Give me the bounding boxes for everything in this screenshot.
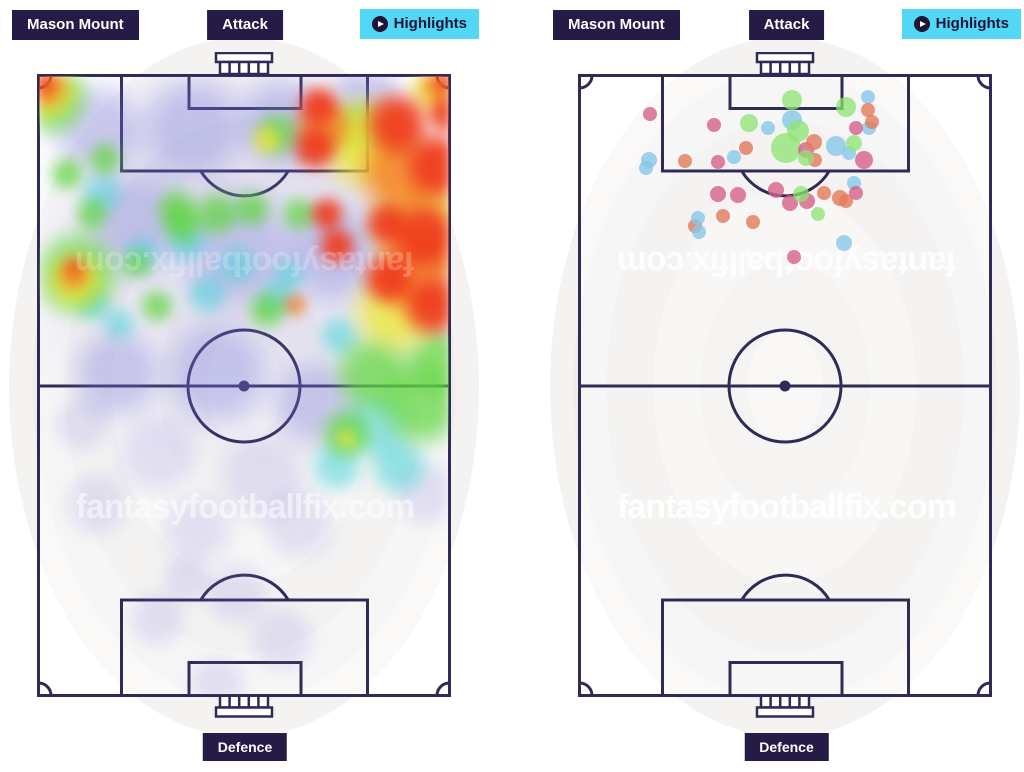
shot-dot (861, 103, 875, 117)
player-name-badge: Mason Mount (553, 10, 680, 40)
shot-dot (716, 209, 730, 223)
shot-dot (836, 97, 856, 117)
corner-arc (579, 681, 594, 696)
shot-dot (849, 121, 863, 135)
attack-end-label: Attack (748, 10, 825, 40)
shot-dot (855, 151, 873, 169)
shot-dot (846, 135, 862, 151)
touch-heatmap (39, 76, 449, 695)
shot-dot (865, 115, 879, 129)
shot-dot (692, 225, 706, 239)
defence-end-label: Defence (202, 733, 288, 761)
defence-end-label: Defence (744, 733, 829, 761)
shot-dot-layer (578, 74, 991, 697)
heatmap-clip (39, 76, 449, 695)
corner-arc (976, 681, 991, 696)
goal-top (755, 52, 815, 76)
play-icon (913, 16, 930, 32)
shot-dot (730, 187, 746, 203)
shot-dot (811, 207, 825, 221)
shot-dot (798, 150, 814, 166)
shot-dot (839, 194, 853, 208)
goal-bottom (214, 694, 274, 718)
shot-dot (746, 215, 760, 229)
pitch-lines (578, 52, 992, 718)
shot-dot (782, 90, 802, 110)
shot-dot (740, 114, 758, 132)
highlights-label: Highlights (393, 15, 467, 32)
highlights-button[interactable]: Highlights (901, 9, 1021, 39)
player-name-badge: Mason Mount (12, 10, 139, 40)
corner-arc (579, 75, 594, 90)
six-yard-box-bottom (728, 661, 844, 697)
heatmap-panel: fantasyfootballfix.com fantasyfootballfi… (8, 5, 482, 767)
shot-dot (768, 182, 784, 198)
shot-dot (817, 186, 831, 200)
shot-dot (826, 136, 846, 156)
penalty-arc-bottom (740, 573, 831, 601)
highlights-button[interactable]: Highlights (359, 9, 479, 39)
shot-dot (707, 118, 721, 132)
shot-dot (806, 134, 822, 150)
highlights-label: Highlights (935, 15, 1009, 32)
shot-dot (787, 250, 801, 264)
shot-dot (691, 211, 705, 225)
shot-dot (793, 186, 809, 202)
shot-dot (849, 186, 863, 200)
shot-dot (678, 154, 692, 168)
shotmap-panel: fantasyfootballfix.com fantasyfootballfi… (549, 5, 1024, 767)
play-icon (371, 16, 388, 32)
shot-dot (639, 161, 653, 175)
goal-bottom (755, 694, 815, 718)
corner-arc (976, 75, 991, 90)
shot-dot (739, 141, 753, 155)
centre-circle (727, 328, 843, 444)
shot-dot (710, 186, 726, 202)
shot-dot (643, 107, 657, 121)
shot-dot (836, 235, 852, 251)
shot-dot (771, 133, 801, 163)
goal-top (214, 52, 274, 76)
centre-spot (779, 380, 791, 392)
attack-end-label: Attack (207, 10, 283, 40)
shot-dot (861, 90, 875, 104)
shot-dot (711, 155, 725, 169)
shot-dot (761, 121, 775, 135)
shot-dot (727, 150, 741, 164)
